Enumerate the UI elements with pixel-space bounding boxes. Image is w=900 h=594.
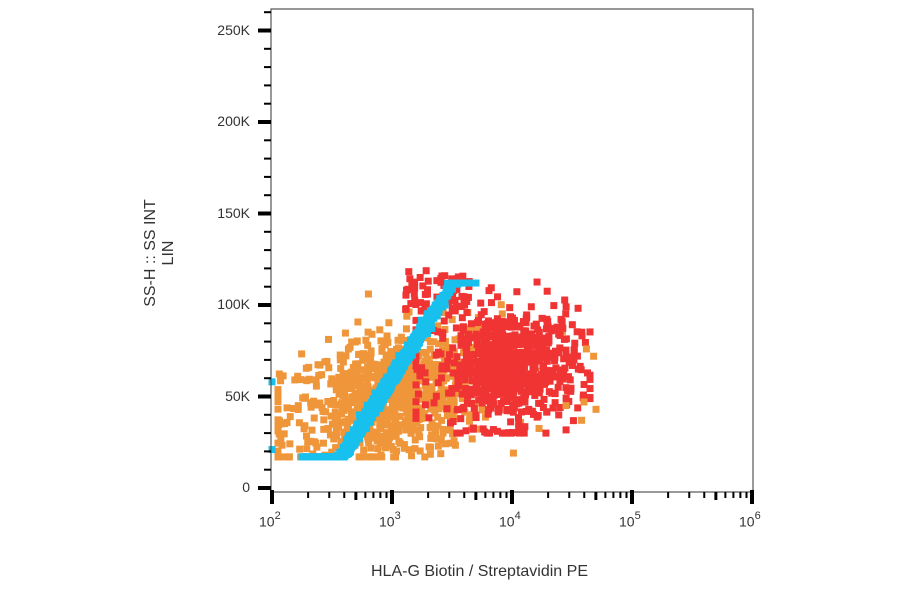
x-tick-label: 104 xyxy=(499,510,521,530)
y-axis xyxy=(258,11,271,490)
y-tick-label: 200K xyxy=(217,113,250,129)
x-tick-label: 102 xyxy=(259,510,281,530)
y-tick-label: 250K xyxy=(217,21,250,38)
x-tick-label: 106 xyxy=(739,510,761,530)
x-tick-label: 103 xyxy=(379,510,401,530)
y-tick-label: 150K xyxy=(217,204,250,221)
x-tick-label: 105 xyxy=(619,510,641,530)
x-axis xyxy=(270,490,754,504)
y-tick-label: 0 xyxy=(242,479,250,495)
y-tick-label: 100K xyxy=(217,296,250,312)
y-tick-label: 50K xyxy=(225,387,250,404)
y-axis-label: SS-H :: SS INT LIN xyxy=(142,199,177,307)
x-axis-label: HLA-G Biotin / Streptavidin PE xyxy=(371,563,588,580)
data-points xyxy=(268,267,600,461)
